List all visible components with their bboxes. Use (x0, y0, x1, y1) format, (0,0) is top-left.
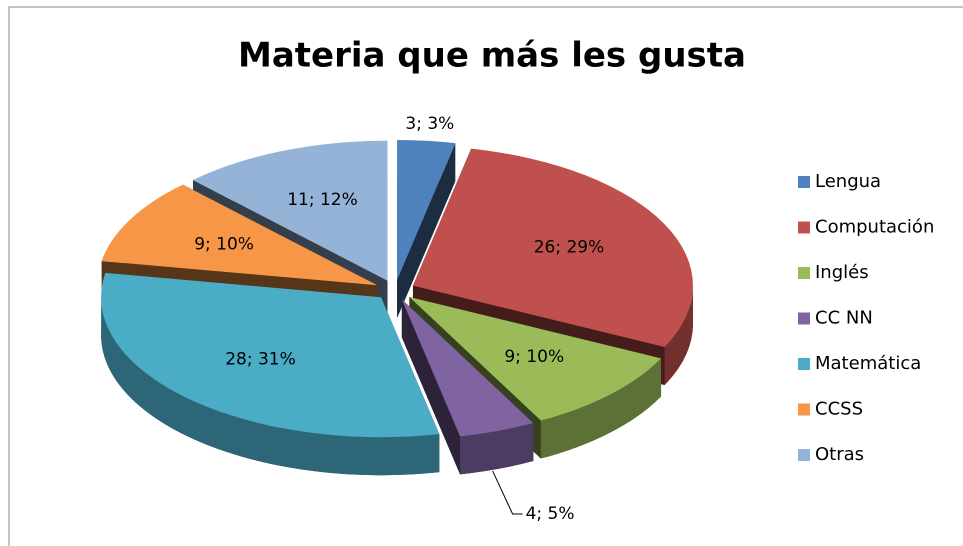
data-label: 9; 10% (504, 347, 564, 367)
legend-label: CCSS (815, 399, 863, 420)
slice-wall (401, 299, 461, 475)
data-label: 11; 12% (287, 190, 358, 210)
slice (101, 272, 440, 438)
chart-frame (8, 6, 963, 546)
slice-side (101, 297, 440, 476)
pie: 3; 3% 26; 29% 9; 10% 4; 5% 28; 31% 9; 10% 11; … (101, 114, 693, 524)
slice-side (460, 423, 534, 475)
legend-swatch (798, 312, 810, 325)
slice (101, 184, 378, 286)
legend-swatch (798, 449, 810, 461)
legend-label: Matemática (815, 353, 921, 374)
slice (193, 140, 388, 281)
leader-line (492, 470, 523, 515)
legend-label: Computación (815, 217, 934, 238)
legend-swatch (798, 267, 810, 279)
slice (412, 148, 693, 347)
slice-side (540, 358, 662, 459)
slice-side (664, 285, 693, 385)
legend-swatch (798, 176, 810, 188)
data-label: 4; 5% (526, 504, 575, 524)
chart-title: Materia que más les gusta (238, 36, 746, 76)
data-label: 28; 31% (225, 350, 296, 370)
legend-swatch (798, 221, 810, 234)
legend-label: Otras (815, 444, 864, 465)
slice (409, 296, 662, 421)
legend: Lengua Computación Inglés CC NN Matemática CC… (798, 171, 934, 465)
data-label: 9; 10% (194, 235, 254, 255)
data-label: 26; 29% (534, 238, 605, 258)
slice (401, 299, 534, 437)
slice (397, 140, 456, 281)
slice-wall (397, 143, 456, 319)
legend-swatch (798, 358, 810, 370)
legend-label: CC NN (815, 308, 873, 329)
legend-label: Inglés (815, 262, 869, 283)
legend-label: Lengua (815, 171, 881, 192)
data-label: 3; 3% (405, 114, 454, 134)
legend-swatch (798, 403, 810, 416)
